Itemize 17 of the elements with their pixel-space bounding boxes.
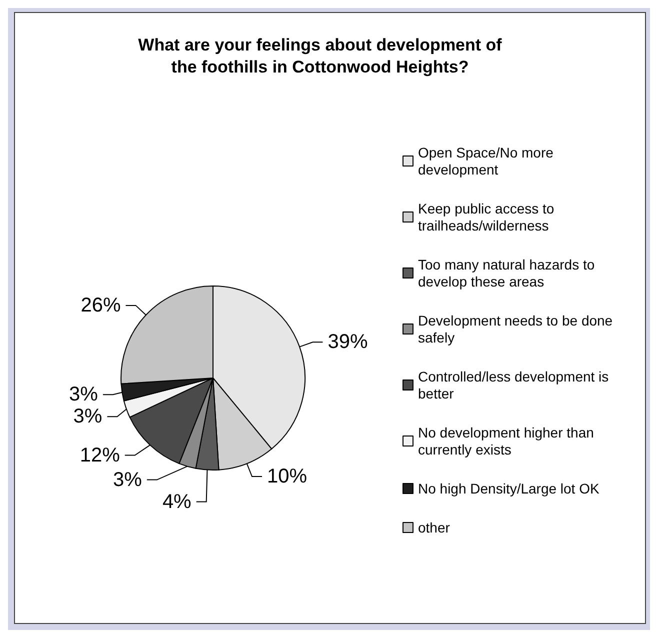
data-label: 3%	[73, 406, 102, 428]
legend-label: Too many natural hazards to develop these areas	[418, 256, 599, 290]
legend-label: Keep public access to trailheads/wilderness	[418, 200, 558, 234]
data-label: 3%	[69, 384, 98, 406]
data-label: 10%	[267, 466, 308, 488]
data-label: 12%	[80, 444, 120, 466]
data-label: 4%	[162, 490, 192, 513]
legend-label: other	[418, 520, 450, 536]
chart-title: What are your feelings about development of the foothills in Cottonwood Heights?	[138, 36, 502, 76]
legend-label: Open Space/No more development	[418, 144, 558, 178]
legend-label: No development higher than currently exists	[418, 424, 598, 458]
legend-label: Development needs to be done safely	[418, 312, 616, 346]
legend-label: Controlled/less development is better	[418, 368, 613, 402]
data-label: 26%	[80, 294, 121, 316]
legend-label: No high Density/Large lot OK	[418, 480, 600, 496]
data-label: 39%	[328, 331, 368, 354]
data-label: 3%	[113, 468, 142, 491]
